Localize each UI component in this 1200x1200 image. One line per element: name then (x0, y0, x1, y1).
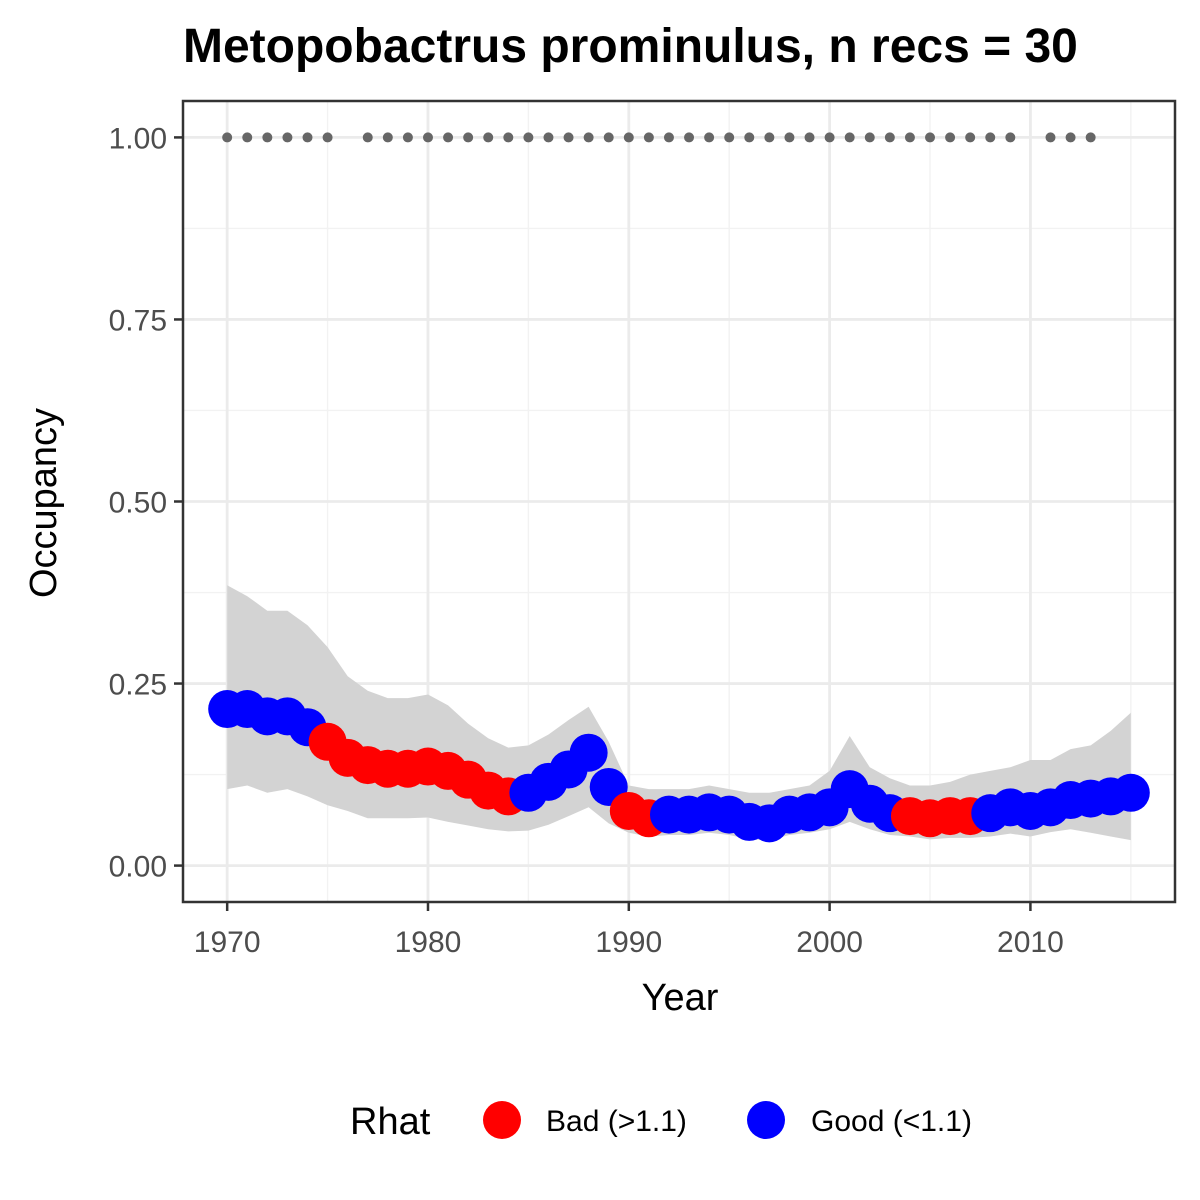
plot-panel (181, 99, 1177, 904)
record-point (724, 132, 735, 143)
chart-title: Metopobactrus prominulus, n recs = 30 (183, 20, 1078, 73)
record-point (844, 132, 855, 143)
y-axis: 0.00 0.25 0.50 0.75 1.00 (109, 122, 183, 884)
legend-label-good: Good (<1.1) (811, 1105, 972, 1138)
record-point (965, 132, 976, 143)
y-tick-label: 1.00 (109, 122, 167, 155)
record-point (623, 132, 634, 143)
record-point (1085, 132, 1096, 143)
record-point (302, 132, 313, 143)
record-point (1065, 132, 1076, 143)
record-point (704, 132, 715, 143)
record-point (422, 132, 433, 143)
record-point (382, 132, 393, 143)
y-tick-label: 0.25 (109, 669, 167, 702)
record-point (322, 132, 333, 143)
record-point (443, 132, 454, 143)
record-point (523, 132, 534, 143)
y-axis-title: Occupancy (23, 408, 65, 598)
occupancy-point (1111, 773, 1150, 812)
record-point (503, 132, 514, 143)
record-point (824, 132, 835, 143)
record-point (884, 132, 895, 143)
record-point (643, 132, 654, 143)
record-point (583, 132, 594, 143)
record-point (242, 132, 253, 143)
x-tick-label: 2010 (997, 926, 1064, 959)
record-point (543, 132, 554, 143)
record-point (1005, 132, 1016, 143)
record-point (222, 132, 233, 143)
record-point (744, 132, 755, 143)
legend-label-bad: Bad (>1.1) (546, 1105, 687, 1138)
record-point (764, 132, 775, 143)
y-tick-label: 0.00 (109, 851, 167, 884)
record-point (603, 132, 614, 143)
y-tick-label: 0.50 (109, 487, 167, 520)
record-point (1045, 132, 1056, 143)
legend-key-good (747, 1101, 785, 1139)
x-tick-label: 1990 (595, 926, 662, 959)
x-axis: 1970 1980 1990 2000 2010 (194, 902, 1064, 959)
legend: Rhat Bad (>1.1) Good (<1.1) (350, 1101, 972, 1143)
record-point (282, 132, 293, 143)
y-tick-label: 0.75 (109, 304, 167, 337)
x-tick-label: 2000 (796, 926, 863, 959)
record-point (563, 132, 574, 143)
x-tick-label: 1980 (395, 926, 462, 959)
record-point (784, 132, 795, 143)
record-point (925, 132, 936, 143)
record-point (904, 132, 915, 143)
record-point (684, 132, 695, 143)
legend-key-bad (483, 1101, 521, 1139)
x-axis-title: Year (642, 977, 719, 1019)
record-point (985, 132, 996, 143)
x-tick-label: 1970 (194, 926, 261, 959)
record-point (483, 132, 494, 143)
record-point (864, 132, 875, 143)
record-point (402, 132, 413, 143)
record-point (262, 132, 273, 143)
record-point (362, 132, 373, 143)
legend-title: Rhat (350, 1101, 431, 1143)
record-point (663, 132, 674, 143)
occupancy-point (569, 733, 608, 772)
record-point (804, 132, 815, 143)
record-point (945, 132, 956, 143)
record-point (463, 132, 474, 143)
